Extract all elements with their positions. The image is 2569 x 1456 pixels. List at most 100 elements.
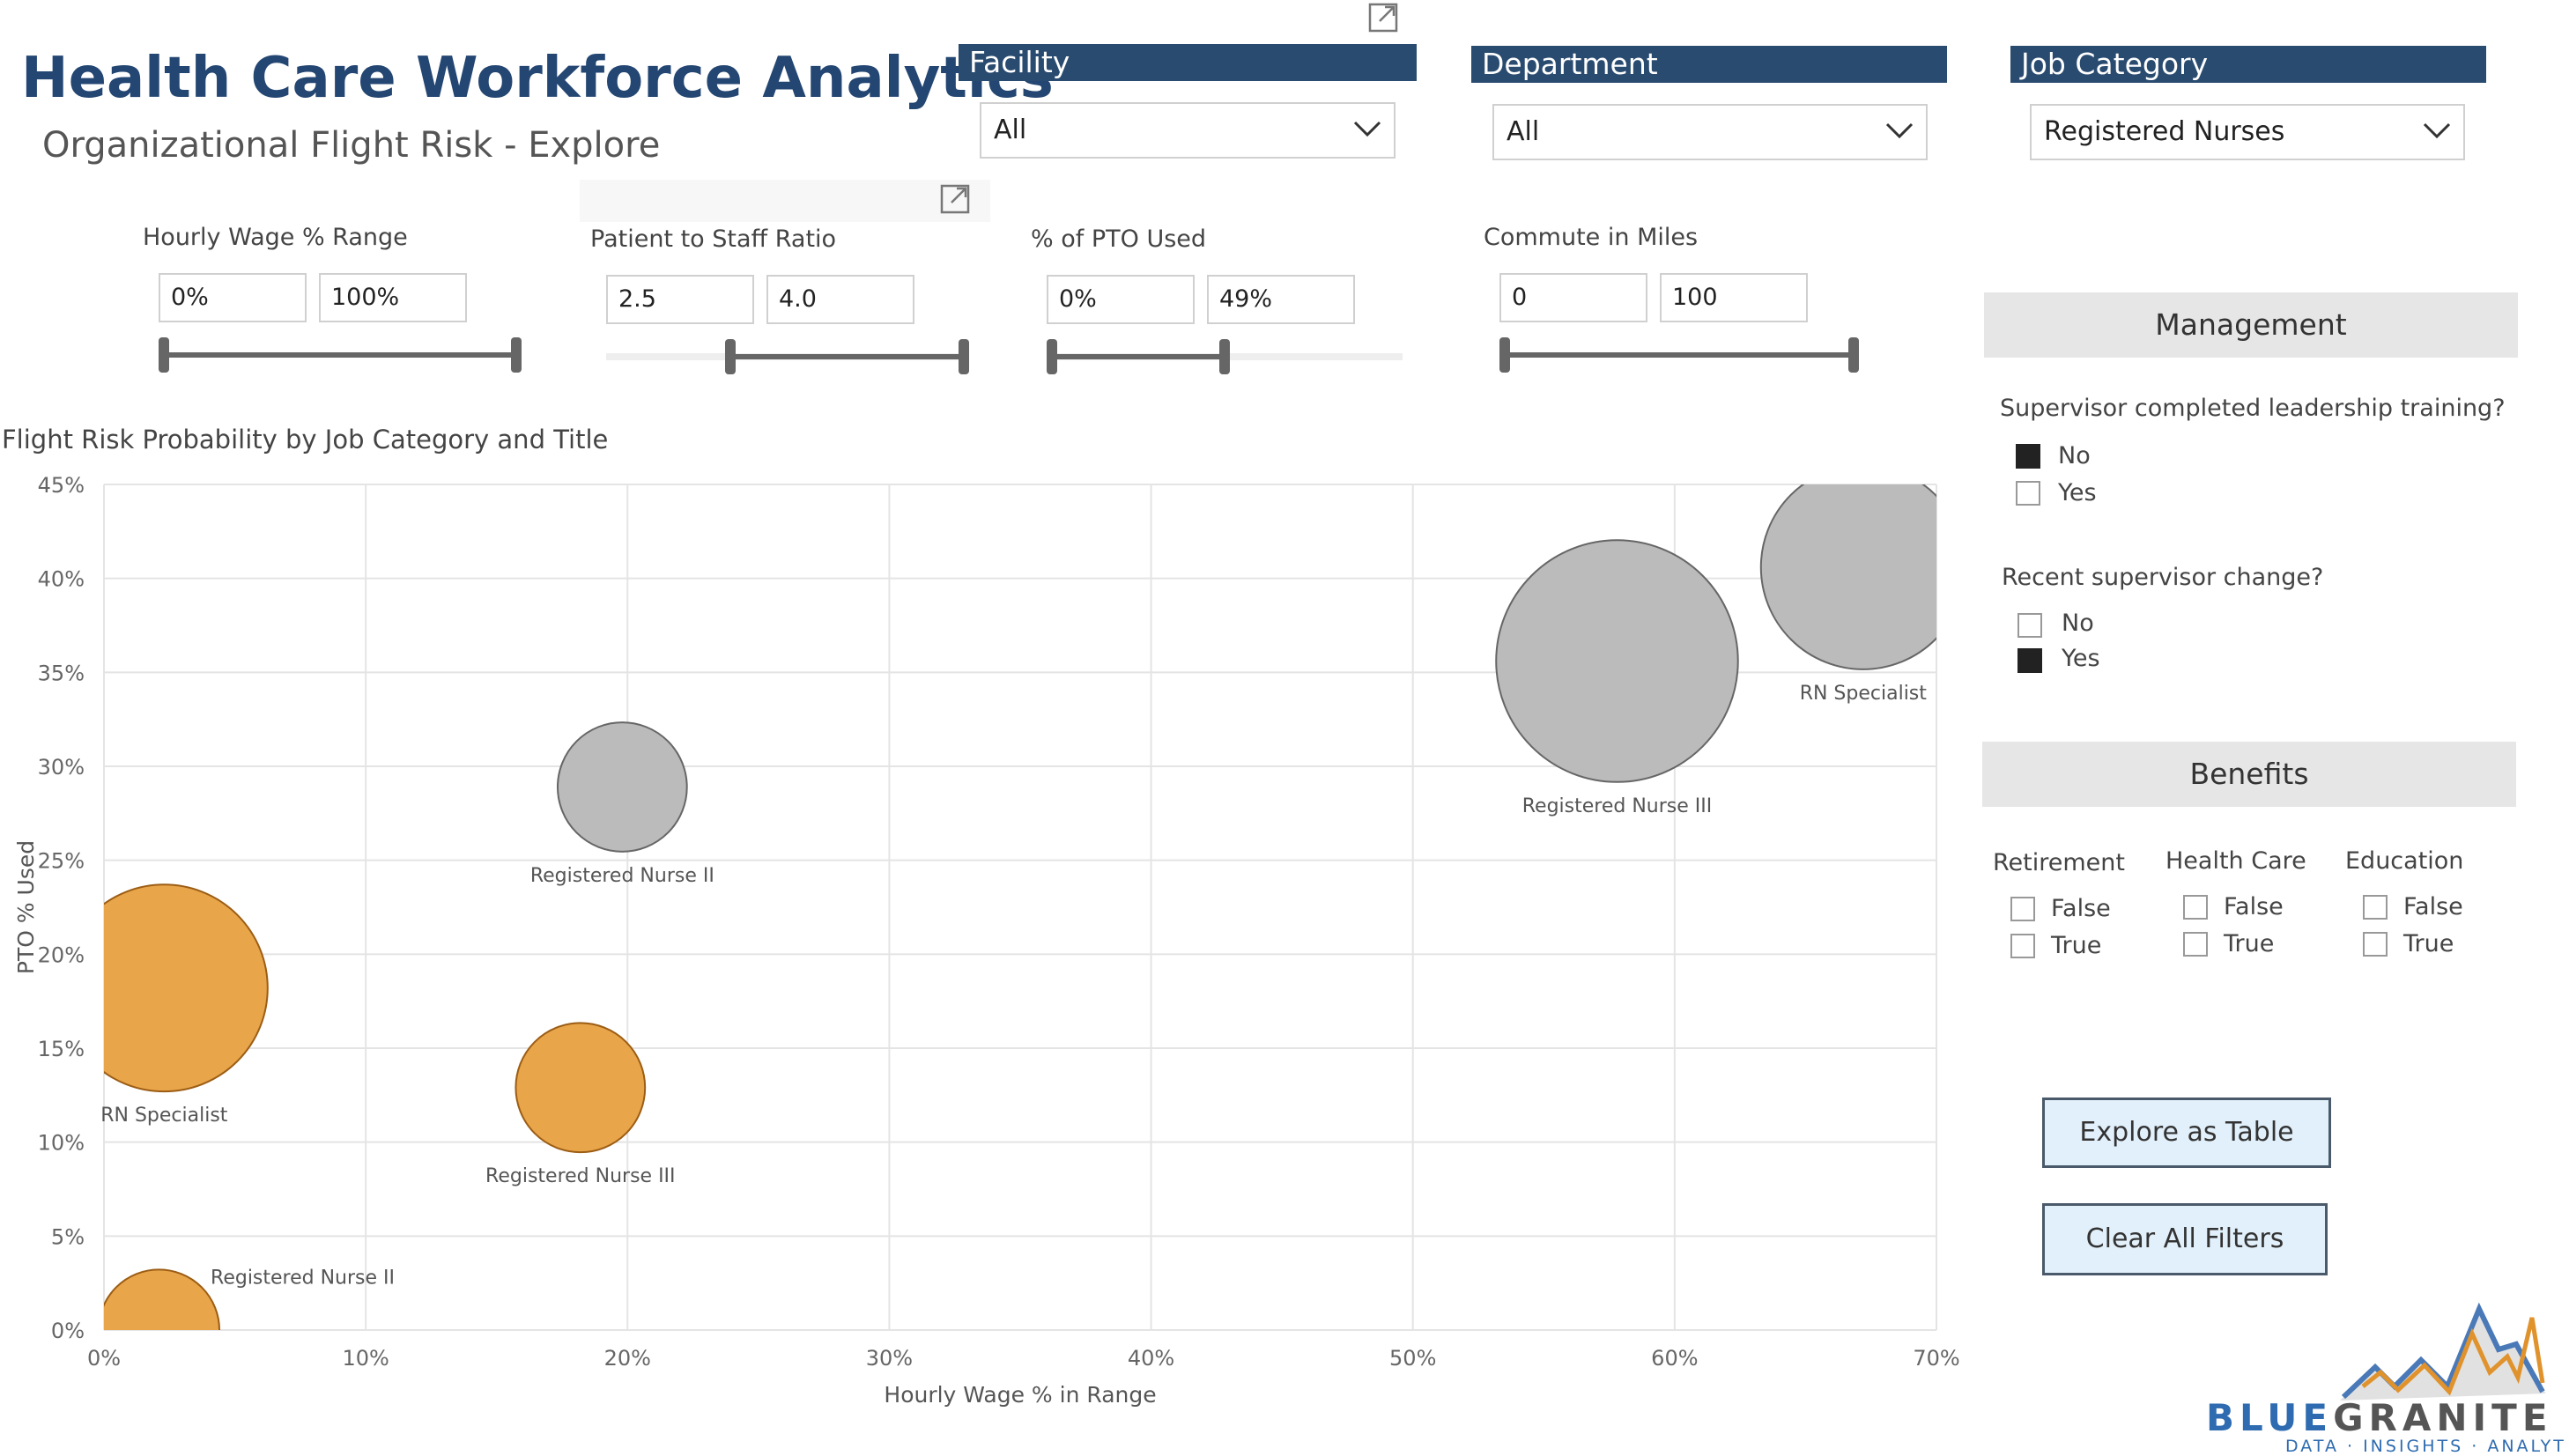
x-tick-label: 50% (1389, 1346, 1436, 1371)
commute-slider-max-handle[interactable] (1848, 337, 1859, 373)
bubble-point[interactable] (1495, 539, 1739, 783)
bubble-data-label: Registered Nurse II (211, 1267, 395, 1289)
bubble-data-label: RN Specialist (100, 1105, 228, 1127)
pto-used-slider-min-handle[interactable] (1047, 339, 1057, 374)
supervisor-change-yes-checkbox[interactable] (2017, 648, 2042, 673)
y-tick-label: 40% (38, 567, 85, 592)
pto-used-range-label: % of PTO Used (1031, 225, 1207, 253)
supervisor-change-no-checkbox[interactable] (2017, 613, 2042, 638)
clear-all-filters-button[interactable]: Clear All Filters (2042, 1203, 2328, 1275)
education-label: Education (2345, 847, 2464, 875)
retirement-true-checkbox[interactable] (2010, 934, 2035, 958)
leadership-training-no-checkbox[interactable] (2016, 444, 2040, 469)
y-tick-label: 5% (51, 1224, 85, 1249)
leadership-training-yes-label: Yes (2058, 479, 2097, 506)
job-category-slicer-header: Job Category (2010, 46, 2486, 83)
x-tick-label: 20% (604, 1346, 651, 1371)
retirement-false-checkbox[interactable] (2010, 897, 2035, 921)
health-care-true-label: True (2224, 930, 2275, 957)
logo-name-blue: BLUE (2206, 1396, 2333, 1439)
staff-ratio-visual-header (580, 180, 990, 222)
y-tick-label: 0% (51, 1319, 85, 1343)
job-category-dropdown[interactable]: Registered Nurses (2030, 104, 2465, 160)
commute-max-input[interactable]: 100 (1660, 273, 1808, 322)
leadership-training-yes-checkbox[interactable] (2016, 481, 2040, 506)
bubble-point[interactable] (1759, 465, 1966, 670)
facility-dropdown[interactable]: All (980, 102, 1396, 159)
logo-tagline: DATA · INSIGHTS · ANALYTICS (2285, 1437, 2565, 1453)
x-tick-label: 30% (866, 1346, 913, 1371)
logo-name-gray: GRANITE (2333, 1396, 2552, 1439)
y-tick-label: 30% (38, 755, 85, 780)
education-true-checkbox[interactable] (2363, 932, 2388, 957)
pto-used-slider-track[interactable] (1052, 354, 1225, 359)
retirement-label: Retirement (1993, 849, 2125, 876)
hourly-wage-range-label: Hourly Wage % Range (143, 224, 408, 251)
retirement-true-label: True (2051, 932, 2102, 959)
commute-min-input[interactable]: 0 (1499, 273, 1647, 322)
department-dropdown-value: All (1507, 116, 1540, 147)
focus-mode-icon[interactable] (939, 183, 971, 215)
x-tick-label: 0% (87, 1346, 121, 1371)
department-dropdown[interactable]: All (1492, 104, 1928, 160)
commute-slider-track[interactable] (1503, 352, 1855, 358)
explore-as-table-button[interactable]: Explore as Table (2042, 1098, 2331, 1168)
leadership-training-question: Supervisor completed leadership training… (2000, 395, 2506, 422)
supervisor-change-question: Recent supervisor change? (2002, 564, 2324, 591)
bubble-point[interactable] (515, 1022, 647, 1154)
chevron-down-icon (1353, 121, 1381, 137)
bubble-data-label: Registered Nurse III (1522, 795, 1713, 817)
chevron-down-icon (1885, 122, 1914, 139)
pto-used-max-input[interactable]: 49% (1207, 275, 1355, 324)
staff-ratio-range-label: Patient to Staff Ratio (590, 225, 837, 253)
hourly-wage-slider-max-handle[interactable] (511, 337, 522, 373)
staff-ratio-slider-max-handle[interactable] (959, 339, 969, 374)
leadership-training-no-label: No (2058, 442, 2091, 469)
x-tick-label: 40% (1128, 1346, 1174, 1371)
x-tick-label: 70% (1913, 1346, 1959, 1371)
y-tick-label: 25% (38, 849, 85, 874)
management-panel-header: Management (1984, 292, 2518, 358)
education-false-checkbox[interactable] (2363, 895, 2388, 920)
bubble-data-label: Registered Nurse III (485, 1165, 676, 1187)
bluegranite-logo: BLUEGRANITE DATA · INSIGHTS · ANALYTICS (2206, 1302, 2565, 1453)
page-title: Health Care Workforce Analytics (21, 46, 1054, 111)
health-care-false-checkbox[interactable] (2183, 895, 2208, 920)
y-tick-label: 15% (38, 1037, 85, 1061)
commute-range-label: Commute in Miles (1484, 224, 1699, 251)
bubble-point[interactable] (99, 1268, 221, 1390)
focus-mode-icon[interactable] (1367, 2, 1399, 33)
department-slicer-header: Department (1471, 46, 1947, 83)
svg-text:BLUEGRANITE: BLUEGRANITE (2206, 1396, 2553, 1439)
staff-ratio-max-input[interactable]: 4.0 (766, 275, 914, 324)
y-tick-label: 10% (38, 1131, 85, 1156)
pto-used-min-input[interactable]: 0% (1047, 275, 1195, 324)
job-category-dropdown-value: Registered Nurses (2044, 116, 2285, 147)
page-subtitle: Organizational Flight Risk - Explore (42, 125, 661, 166)
chart-x-axis-label: Hourly Wage % in Range (884, 1382, 1156, 1408)
supervisor-change-no-label: No (2062, 610, 2094, 637)
retirement-false-label: False (2051, 895, 2111, 922)
education-true-label: True (2403, 930, 2454, 957)
bubble-data-label: Registered Nurse II (530, 865, 714, 887)
chart-title: Flight Risk Probability by Job Category … (2, 425, 608, 455)
staff-ratio-slider-min-handle[interactable] (725, 339, 736, 374)
bubble-point[interactable] (61, 883, 269, 1093)
health-care-true-checkbox[interactable] (2183, 932, 2208, 957)
facility-slicer-header: Facility (959, 44, 1417, 81)
x-tick-label: 10% (342, 1346, 389, 1371)
bubble-point[interactable] (556, 721, 688, 853)
x-tick-label: 60% (1651, 1346, 1698, 1371)
hourly-wage-min-input[interactable]: 0% (159, 273, 307, 322)
flight-risk-bubble-chart[interactable]: Flight Risk Probability by Job Category … (0, 414, 1973, 1427)
pto-used-slider-max-handle[interactable] (1219, 339, 1230, 374)
hourly-wage-max-input[interactable]: 100% (319, 273, 467, 322)
staff-ratio-min-input[interactable]: 2.5 (606, 275, 754, 324)
health-care-false-label: False (2224, 893, 2284, 920)
hourly-wage-slider-track[interactable] (162, 352, 518, 358)
hourly-wage-slider-min-handle[interactable] (159, 337, 169, 373)
chart-y-axis-label: PTO % Used (13, 840, 39, 974)
staff-ratio-slider-track[interactable] (731, 354, 966, 359)
commute-slider-min-handle[interactable] (1499, 337, 1510, 373)
health-care-label: Health Care (2166, 847, 2306, 875)
